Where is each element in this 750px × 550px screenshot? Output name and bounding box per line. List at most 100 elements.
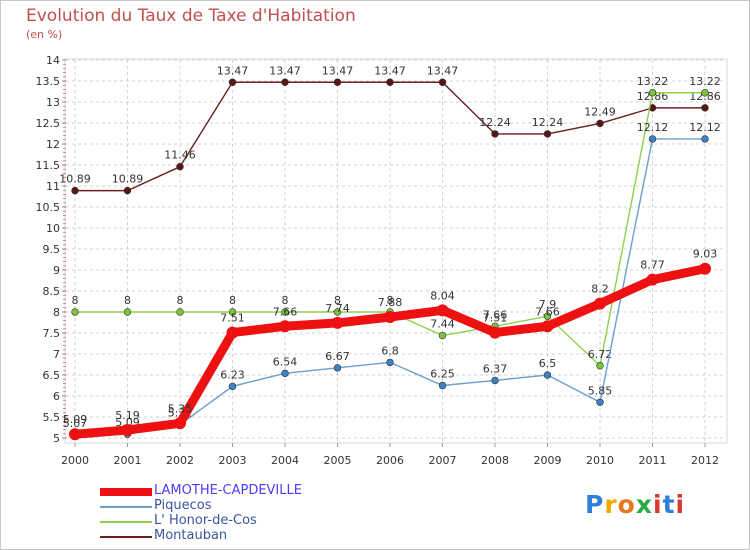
chart-title: Evolution du Taux de Taxe d'Habitation (26, 6, 356, 26)
y-tick-label: 9 (53, 264, 60, 277)
data-label: 7.88 (378, 296, 403, 309)
data-label: 6.8 (381, 344, 399, 357)
data-point (646, 273, 659, 286)
data-label: 13.47 (374, 64, 406, 77)
y-tick-label: 5.5 (43, 411, 61, 424)
data-point (333, 78, 342, 86)
x-tick-label: 2008 (481, 454, 509, 467)
y-tick-label: 10.5 (36, 201, 61, 214)
legend-label: LAMOTHE-CAPDEVILLE (154, 483, 302, 498)
data-label: 6.5 (539, 357, 557, 370)
data-point (71, 186, 79, 195)
data-label: 8 (177, 294, 184, 307)
data-label: 7.66 (535, 305, 560, 318)
y-tick-label: 10 (46, 222, 60, 235)
data-point (543, 371, 552, 379)
y-tick-label: 8 (53, 306, 60, 319)
data-label: 5.19 (115, 409, 140, 422)
y-tick-label: 5 (53, 432, 60, 445)
data-point (701, 135, 709, 143)
data-point (174, 417, 186, 430)
data-label: 12.24 (532, 116, 564, 129)
data-label: 12.49 (584, 105, 616, 118)
legend-label: Montauban (154, 528, 228, 543)
data-point (648, 135, 657, 143)
x-tick-label: 2000 (61, 454, 89, 467)
data-point (281, 78, 289, 86)
x-tick-label: 2001 (114, 454, 142, 467)
x-tick-label: 2011 (639, 454, 667, 467)
plot-area (64, 58, 728, 444)
y-tick-label: 12 (46, 138, 60, 151)
x-tick-label: 2005 (324, 454, 352, 467)
data-label: 7.66 (483, 308, 508, 321)
data-point (543, 130, 552, 138)
data-point (436, 304, 449, 317)
data-point (123, 308, 132, 316)
data-point (491, 376, 499, 385)
data-label: 8.04 (430, 289, 455, 302)
data-point (69, 428, 81, 441)
data-label: 13.22 (689, 75, 721, 88)
legend-swatch (100, 521, 152, 523)
legend-label: Piquecos (154, 498, 212, 513)
data-point (386, 78, 394, 86)
data-label: 8 (282, 294, 289, 307)
data-point (228, 382, 237, 391)
y-tick-label: 8.5 (43, 285, 61, 298)
data-label: 7.74 (325, 302, 350, 315)
data-label: 13.22 (637, 75, 669, 88)
data-label: 13.47 (269, 64, 301, 77)
data-point (384, 311, 396, 324)
data-point (121, 424, 134, 437)
data-label: 9.03 (693, 248, 718, 261)
data-label: 7.44 (430, 318, 455, 331)
data-point (701, 104, 709, 112)
data-label: 13.47 (322, 64, 354, 77)
data-label: 6.37 (483, 362, 508, 375)
data-label: 6.23 (220, 368, 245, 381)
y-tick-label: 11 (46, 180, 60, 193)
data-label: 7.9 (539, 298, 557, 311)
data-point (594, 297, 606, 310)
data-label: 5.07 (63, 417, 88, 430)
x-tick-label: 2002 (166, 454, 194, 467)
x-tick-label: 2006 (376, 454, 404, 467)
data-point (491, 130, 499, 138)
data-label: 5.85 (588, 384, 613, 397)
data-label: 13.47 (427, 64, 459, 77)
data-label: 12.24 (479, 116, 511, 129)
proxiti-logo: Proxiti (585, 490, 686, 519)
data-point (386, 358, 394, 367)
x-tick-label: 2009 (534, 454, 562, 467)
data-point (331, 316, 344, 329)
legend-swatch (100, 488, 152, 496)
data-label: 13.47 (217, 64, 249, 77)
data-point (228, 78, 237, 86)
data-label: 6.25 (430, 368, 455, 381)
legend-swatch (100, 506, 152, 508)
data-point (489, 326, 501, 339)
legend-label: L' Honor-de-Cos (154, 513, 257, 528)
x-tick-label: 2012 (691, 454, 719, 467)
data-point (71, 308, 79, 316)
data-point (701, 89, 709, 97)
data-point (596, 119, 604, 128)
data-label: 6.54 (273, 355, 298, 368)
y-tick-label: 13.5 (36, 75, 61, 88)
y-tick-label: 7 (53, 348, 60, 361)
data-point (333, 364, 342, 372)
x-tick-label: 2003 (219, 454, 247, 467)
data-label: 6.67 (325, 350, 350, 363)
data-label: 8 (124, 294, 131, 307)
data-label: 7.51 (220, 312, 245, 325)
data-label: 6.72 (588, 348, 613, 361)
data-label: 12.12 (637, 121, 669, 134)
data-point (176, 308, 184, 316)
data-label: 8.2 (591, 283, 609, 296)
data-point (699, 262, 711, 275)
y-tick-label: 6.5 (43, 369, 61, 382)
data-label: 5.09 (63, 413, 88, 426)
data-point (281, 308, 289, 316)
